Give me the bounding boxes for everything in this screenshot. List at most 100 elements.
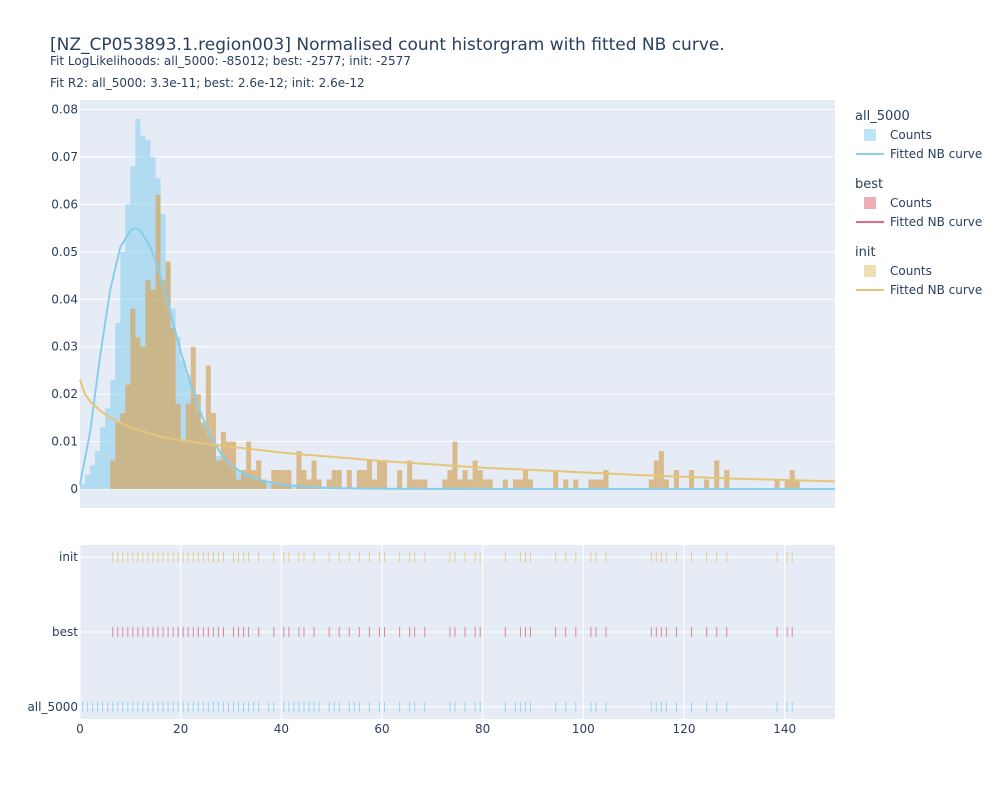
bar-all-5000: [291, 484, 297, 490]
bar-init: [658, 451, 664, 490]
bar-init: [467, 479, 473, 490]
bar-init: [361, 470, 367, 490]
bar-init: [210, 413, 216, 490]
bar-init: [371, 479, 377, 490]
hist-y-tick-label: 0.07: [51, 150, 78, 164]
bar-init: [190, 346, 196, 490]
fitted-nb-curve-all-5000: [79, 226, 835, 490]
bar-init: [689, 470, 695, 490]
bar-init: [336, 470, 342, 490]
bar-init: [115, 422, 121, 490]
legend-item-init-counts[interactable]: Counts: [864, 264, 932, 278]
bar-all-5000: [180, 360, 186, 490]
rug-x-tick-label: 40: [274, 722, 289, 736]
bar-init: [236, 479, 242, 490]
rug-x-tick-label: 120: [673, 722, 696, 736]
legend-group-title: init: [855, 245, 876, 260]
bar-init: [301, 470, 307, 490]
histogram-y-ticks: 0 0.01 0.02 0.03 0.04 0.05 0.06 0.07 0.08: [51, 102, 78, 496]
bar-init: [563, 479, 569, 490]
bar-init: [175, 403, 181, 490]
bar-all-5000: [140, 135, 146, 490]
bar-init: [517, 479, 523, 490]
bar-init: [588, 479, 594, 490]
legend-item-best-fitted-nb-curve[interactable]: Fitted NB curve: [856, 215, 982, 229]
bar-init: [502, 479, 508, 490]
bar-init: [231, 441, 237, 490]
bar-init: [145, 280, 151, 490]
bar-all-5000: [135, 118, 141, 490]
chart-subtitle-loglik: Fit LogLikelihoods: all_5000: -85012; be…: [50, 54, 411, 68]
bar-init: [195, 394, 201, 490]
bar-init: [522, 470, 528, 490]
legend-item-all-5000-fitted-nb-curve[interactable]: Fitted NB curve: [856, 147, 982, 161]
bar-init: [472, 460, 478, 490]
legend[interactable]: all_5000 Counts Fitted NB curve best Counts F…: [855, 109, 982, 297]
bar-init: [447, 470, 453, 490]
bar-init: [457, 479, 463, 490]
bar-init: [125, 384, 131, 490]
bar-init: [462, 470, 468, 490]
bar-init: [140, 346, 146, 490]
bar-init: [553, 470, 559, 490]
legend-item-label: Fitted NB curve: [890, 283, 982, 297]
fitted-nb-curve-init: [79, 379, 836, 483]
bar-init: [376, 460, 382, 490]
legend-swatch-box: [864, 265, 876, 277]
bar-init: [246, 441, 252, 490]
hist-y-tick-label: 0.06: [51, 197, 78, 211]
bar-init: [346, 470, 352, 490]
bar-init: [673, 470, 679, 490]
histogram-curves: [79, 226, 836, 490]
rug-gridlines: [79, 545, 835, 719]
bar-all-5000: [120, 251, 126, 490]
bar-init: [286, 470, 292, 490]
bar-init: [271, 470, 277, 490]
bar-init: [774, 479, 780, 490]
bar-all-5000: [115, 322, 121, 490]
bar-all-5000: [100, 427, 106, 490]
bar-init: [215, 460, 221, 490]
legend-swatch-box: [864, 129, 876, 141]
legend-item-init-fitted-nb-curve[interactable]: Fitted NB curve: [856, 283, 982, 297]
rug-x-tick-label: 60: [374, 722, 389, 736]
hist-y-tick-label: 0: [70, 482, 78, 496]
bar-init: [331, 470, 337, 490]
bar-init: [110, 460, 116, 490]
rug-panel: init best all_5000 0 20 40 60 80 100 120 140: [27, 545, 835, 736]
bar-init: [573, 479, 579, 490]
bar-init: [784, 479, 790, 490]
legend-group-title: all_5000: [855, 109, 910, 124]
bar-all-5000: [95, 451, 101, 490]
bar-init: [593, 479, 599, 490]
bar-init: [120, 413, 126, 490]
bar-all-5000: [266, 481, 272, 490]
rug-category-label: best: [52, 625, 78, 639]
bar-init: [487, 479, 493, 490]
rug-category-labels: init best all_5000: [27, 550, 78, 714]
bar-init: [130, 308, 136, 490]
bar-init: [306, 479, 312, 490]
rug-x-tick-label: 80: [475, 722, 490, 736]
bar-init: [356, 470, 362, 490]
legend-item-all-5000-counts[interactable]: Counts: [864, 128, 932, 142]
bar-init: [261, 479, 267, 490]
bar-init: [225, 441, 231, 490]
bar-init: [422, 479, 428, 490]
rug-x-ticks: 0 20 40 60 80 100 120 140: [76, 722, 796, 736]
bar-init: [165, 261, 171, 490]
bar-init: [276, 470, 282, 490]
legend-item-label: Counts: [890, 196, 932, 210]
hist-y-tick-label: 0.05: [51, 245, 78, 259]
bar-init: [477, 470, 483, 490]
rug-marks: [82, 552, 793, 712]
bar-init: [366, 460, 372, 490]
bar-init: [251, 470, 257, 490]
chart-title: [NZ_CP053893.1.region003] Normalised cou…: [50, 35, 725, 55]
bar-init: [316, 479, 322, 490]
bar-init: [180, 441, 186, 490]
rug-category-label: init: [59, 550, 78, 564]
legend-item-best-counts[interactable]: Counts: [864, 196, 932, 210]
bar-all-5000: [105, 408, 111, 490]
bar-init: [603, 470, 609, 490]
